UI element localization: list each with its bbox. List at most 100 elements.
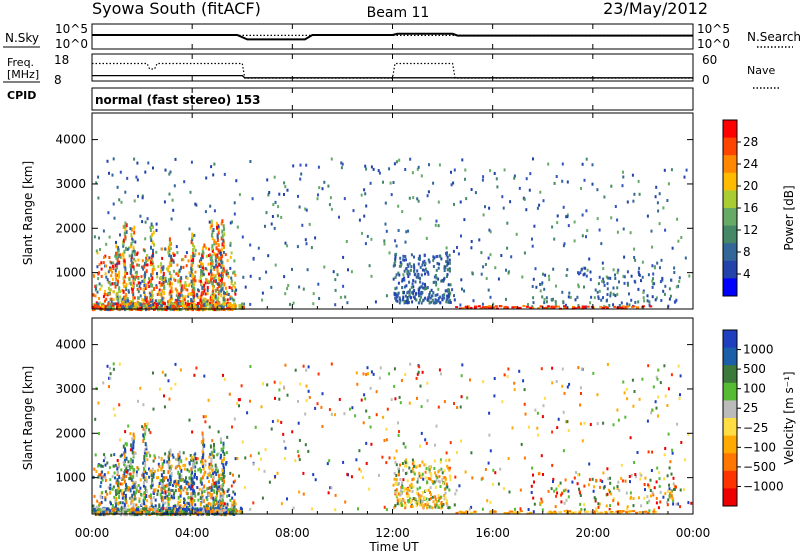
echo-point (446, 251, 448, 255)
echo-point (143, 491, 146, 494)
echo-point (612, 268, 615, 272)
echo-point (171, 198, 174, 202)
echo-point (209, 492, 212, 497)
echo-point (130, 496, 133, 501)
echo-point (158, 301, 161, 305)
echo-point (149, 284, 152, 288)
echo-point (503, 168, 506, 172)
echo-point (370, 442, 373, 446)
echo-point (122, 508, 126, 512)
echo-point (394, 239, 397, 243)
echo-point (623, 391, 626, 395)
echo-point (594, 497, 597, 501)
echo-point (182, 451, 185, 455)
echo-point (429, 486, 432, 490)
echo-point (105, 507, 109, 511)
echo-point (407, 229, 410, 233)
echo-point (263, 469, 266, 473)
echo-point (641, 260, 644, 264)
echo-point (553, 489, 556, 493)
echo-point (179, 368, 182, 372)
echo-point (194, 270, 197, 274)
echo-point (209, 298, 212, 302)
echo-point (180, 507, 183, 511)
echo-point (633, 279, 636, 283)
echo-point (626, 505, 629, 509)
echo-point (132, 452, 135, 457)
echo-point (216, 265, 219, 269)
echo-point (196, 510, 200, 514)
echo-point (651, 295, 654, 299)
echo-point (188, 284, 191, 288)
echo-point (234, 457, 237, 461)
echo-point (417, 276, 420, 280)
echo-point (616, 408, 619, 412)
echo-point (434, 301, 437, 305)
echo-point (163, 291, 166, 296)
echo-point (117, 301, 120, 306)
echo-point (412, 295, 415, 299)
echo-point (116, 262, 119, 266)
echo-point (538, 203, 541, 207)
echo-point (140, 275, 143, 279)
echo-point (399, 493, 402, 497)
echo-point (162, 265, 165, 270)
echo-point (439, 485, 442, 488)
echo-point (162, 507, 165, 510)
echo-point (648, 509, 651, 513)
echo-point (115, 240, 117, 244)
echo-point (652, 493, 655, 497)
echo-point (649, 489, 652, 492)
echo-point (553, 181, 556, 185)
echo-point (193, 233, 196, 237)
echo-point (358, 449, 361, 453)
echo-point (196, 304, 200, 308)
echo-point (150, 469, 153, 474)
echo-point (280, 215, 283, 219)
echo-point (168, 298, 171, 303)
echo-point (177, 482, 180, 487)
echo-point (397, 421, 399, 425)
echo-point (441, 294, 444, 298)
echo-point (150, 222, 153, 227)
echo-point (197, 492, 200, 496)
echo-point (189, 510, 193, 514)
echo-point (506, 221, 509, 225)
echo-point (100, 464, 103, 468)
echo-point (102, 459, 105, 463)
echo-point (110, 511, 113, 515)
echo-point (157, 485, 160, 488)
echo-point (150, 278, 152, 283)
echo-point (342, 255, 345, 259)
echo-point (340, 166, 343, 170)
echo-point (629, 510, 633, 513)
echo-point (612, 292, 615, 296)
echo-point (620, 301, 623, 305)
echo-point (305, 384, 308, 388)
echo-point (597, 295, 600, 299)
echo-point (210, 233, 213, 238)
velocity-colorbar-tick: 100 (743, 382, 766, 396)
echo-point (283, 385, 285, 389)
echo-point (411, 462, 414, 466)
echo-point (543, 396, 546, 400)
echo-point (219, 456, 222, 460)
echo-point (211, 281, 214, 286)
echo-point (675, 502, 678, 506)
echo-point (125, 485, 128, 490)
echo-point (642, 296, 645, 300)
echo-point (194, 248, 197, 252)
echo-point (470, 451, 473, 455)
echo-point (466, 305, 470, 308)
noise-panel: N.Sky 10^5 10^0 10^5 10^0 N.Search (3, 22, 800, 51)
echo-point (271, 420, 274, 423)
echo-point (200, 477, 203, 482)
echo-point (134, 302, 137, 306)
echo-point (222, 474, 225, 479)
echo-point (647, 273, 650, 277)
echo-point (416, 396, 418, 400)
echo-point (173, 184, 176, 188)
echo-point (177, 296, 179, 300)
echo-point (493, 377, 496, 380)
